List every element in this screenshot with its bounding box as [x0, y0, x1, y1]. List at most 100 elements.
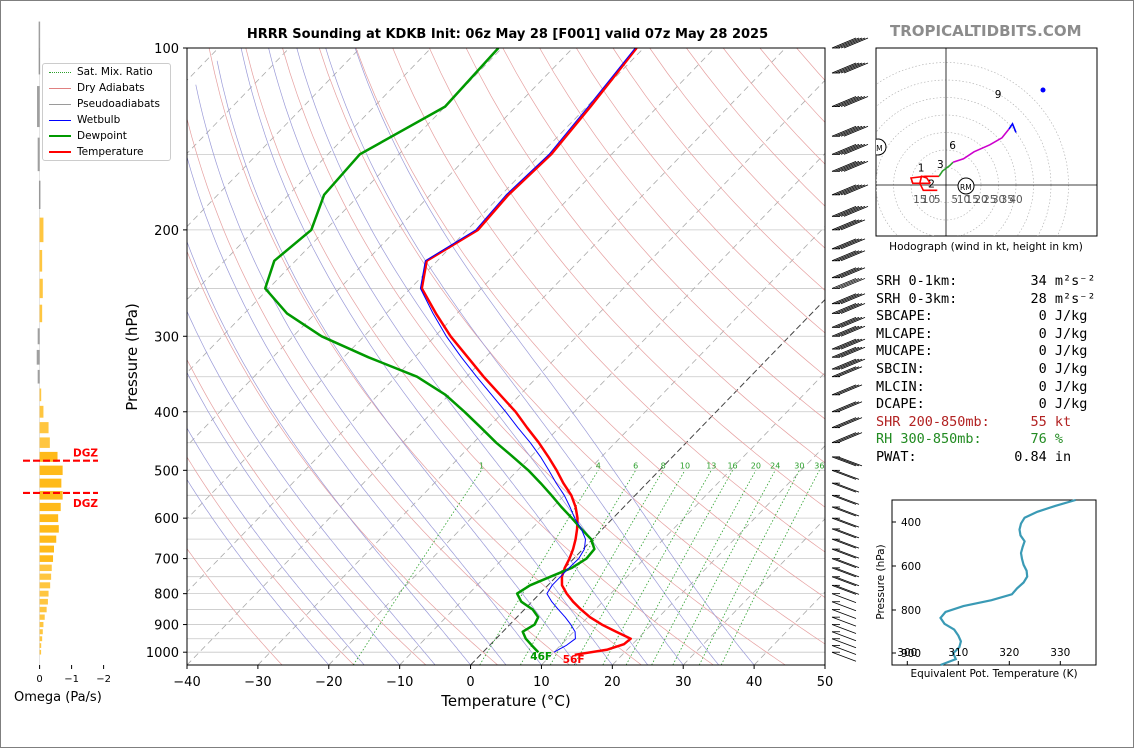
omega-bar [39, 278, 43, 299]
surface-dewpoint-label: 46F [530, 651, 552, 663]
wind-barb [831, 250, 866, 262]
wind-barb [831, 325, 866, 337]
omega-bar [39, 614, 45, 620]
x-tick-label: −30 [244, 675, 271, 690]
wind-barb-flag [831, 384, 857, 396]
wind-barb-flag [831, 125, 857, 137]
wind-barb-flag [837, 293, 863, 305]
stat-label: SRH 0-1km: [876, 273, 958, 289]
wind-barb [831, 338, 866, 350]
omega-bar [39, 478, 62, 488]
hodograph-height-label: 1 [918, 163, 925, 175]
omega-bar [39, 629, 43, 635]
wind-barb-flag [834, 432, 860, 444]
omega-bar [38, 180, 41, 210]
wind-barb-flag [834, 567, 860, 578]
wind-barb-flag [837, 401, 863, 413]
omega-bar [39, 545, 54, 553]
wind-barb [831, 469, 860, 480]
wind-barb-flag [837, 432, 863, 444]
y-tick-label: 200 [154, 224, 179, 239]
wind-barb [831, 558, 860, 568]
wind-barb-flag [834, 506, 860, 517]
wind-barb-flag [834, 317, 860, 328]
wind-barb-flag [840, 338, 866, 350]
pseudoadiabat [354, 48, 755, 665]
mixing-ratio-line [602, 470, 712, 665]
omega-bar [39, 304, 43, 323]
hodograph-ring-label: 5 [934, 194, 941, 206]
wind-barb-flag [831, 278, 857, 289]
omega-bar [39, 535, 57, 543]
wind-barb [831, 482, 860, 493]
legend-item: Dewpoint [43, 128, 170, 144]
wind-barb-flag [837, 456, 863, 467]
wind-barb-flag [831, 528, 857, 539]
omega-bar [39, 422, 49, 434]
wind-barb-flag [831, 238, 857, 250]
omega-bar [36, 349, 40, 365]
wind-barb [831, 62, 869, 74]
hodograph-ring-label: 15 [913, 194, 926, 206]
wind-barb-flag [837, 384, 863, 396]
stat-unit: % [1054, 431, 1063, 448]
wind-barb-flag [834, 456, 860, 467]
wind-barb-flag [831, 631, 857, 642]
wind-barb-flag [840, 317, 866, 328]
hodograph-trace [938, 161, 954, 177]
wind-barb [831, 206, 869, 217]
omega-bar [39, 437, 50, 448]
wind-barb-flag [831, 358, 857, 370]
wind-barb-flag [837, 206, 863, 217]
wind-barb-flag [834, 238, 860, 250]
wind-barb-flag [831, 432, 857, 444]
dgz-label: DGZ [73, 448, 98, 460]
mixing-ratio-line [672, 470, 776, 665]
wind-barb-flag [840, 160, 866, 172]
skewt-frame [186, 47, 826, 666]
isotherm-line [187, 48, 290, 155]
wind-barb [831, 645, 857, 655]
wind-barb-flag [840, 303, 866, 314]
wind-barb-flag [834, 62, 860, 74]
mixing-ratio-label: 16 [727, 461, 737, 470]
hodograph-ring-label: 40 [1009, 194, 1022, 206]
wind-barb [831, 384, 863, 396]
wind-barb-flag [837, 250, 863, 262]
dgz-label: DGZ [73, 498, 98, 510]
wind-barb-flag [834, 417, 860, 429]
stat-label: SRH 0-3km: [876, 290, 958, 307]
dry-adiabat [187, 250, 498, 665]
pseudoadiabat [195, 84, 542, 665]
dry-adiabat [187, 358, 427, 665]
wind-barb-flag [840, 238, 866, 250]
mixing-ratio-label: 6 [633, 461, 638, 470]
series-wetbulb-line [419, 48, 636, 653]
series-temperature-line [420, 48, 638, 657]
sounding-stats: SRH 0-1km: 34 m²s⁻² SRH 0-3km: 28 m²s⁻² SB… [876, 273, 1095, 467]
stat-row: PWAT: 0.84 in [876, 449, 1095, 467]
legend-item: Temperature [43, 144, 170, 160]
hodograph-trace [909, 175, 939, 185]
stat-unit: J/kg [1054, 343, 1088, 360]
brand-watermark: TROPICALTIDBITS.COM [890, 22, 1082, 40]
wind-barb [831, 548, 860, 559]
hodograph-frame [875, 47, 1098, 237]
stat-row: MUCAPE: 0 J/kg [876, 343, 1095, 361]
wind-barb-flag [831, 506, 857, 517]
wind-barb-flag [834, 219, 860, 231]
skewt-plot-area: 1 4 6 8 10 13 16 20 24 30 36 [187, 48, 825, 665]
wind-barb [831, 317, 866, 328]
wind-barb-flag [831, 593, 857, 604]
wind-barb-flag [834, 366, 860, 378]
wind-barb-flag [831, 456, 857, 467]
omega-bar [39, 636, 43, 642]
wind-barb-flag [831, 206, 857, 217]
wind-barb-flag [834, 482, 860, 493]
wind-barb-flag [831, 624, 857, 634]
hodograph-ring-label: 10 [957, 194, 970, 206]
chart-title: HRRR Sounding at KDKB Init: 06z May 28 [… [246, 27, 769, 42]
wind-barb-flag [831, 303, 857, 314]
wind-barb-flag [834, 576, 860, 587]
